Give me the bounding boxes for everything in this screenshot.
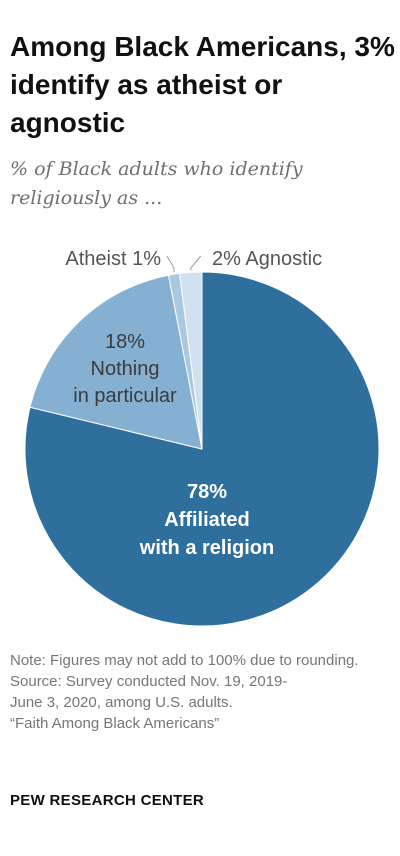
source-line: June 3, 2020, among U.S. adults.: [10, 694, 233, 711]
source-line: Source: Survey conducted Nov. 19, 2019-: [10, 673, 288, 690]
chart-subtitle: % of Black adults who identify religious…: [10, 158, 303, 209]
pie-slices: [24, 271, 380, 627]
leader-line-agnostic: [190, 255, 202, 271]
pie-slice-affiliated-with-a-religion: [24, 271, 380, 627]
slice-label-atheist: Atheist 1%: [65, 248, 161, 270]
slice-label-affiliated-with-a-religion: 78% Affiliated with a religion: [139, 481, 274, 559]
chart-title: Among Black Americans, 3% identify as at…: [10, 31, 395, 138]
slice-label-nothing-in-particular: 18% Nothing in particular: [73, 331, 177, 407]
pie-slice-agnostic: [179, 271, 203, 450]
source-text: Source: Survey conducted Nov. 19, 2019- …: [10, 671, 395, 734]
label-leader-lines: [166, 255, 202, 273]
pie-chart: 78% Affiliated with a religion 18% Nothing in…: [24, 248, 380, 627]
chart-notes: Note: Figures may not add to 100% due to…: [10, 650, 395, 734]
leader-line-atheist: [166, 255, 175, 273]
pie-slice-nothing-in-particular: [29, 274, 203, 450]
slice-labels: 78% Affiliated with a religion 18% Nothing in…: [65, 248, 322, 559]
slice-label-agnostic: 2% Agnostic: [212, 248, 322, 270]
note-text: Note: Figures may not add to 100% due to…: [10, 652, 359, 669]
source-line: “Faith Among Black Americans”: [10, 715, 220, 732]
brand-name: PEW RESEARCH CENTER: [10, 792, 205, 809]
